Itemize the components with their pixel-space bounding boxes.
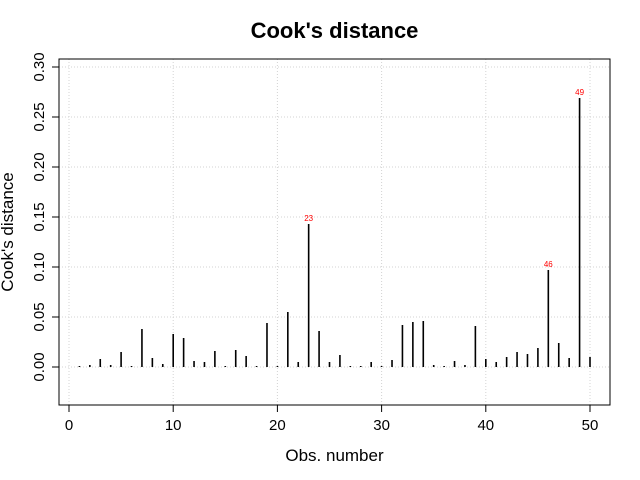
x-axis: 0 10 20 30 40 50	[65, 404, 599, 434]
bars	[78, 98, 591, 367]
y-tick-label: 0.10	[31, 252, 48, 281]
point-label-46: 46	[544, 260, 553, 269]
y-tick-label: 0.05	[31, 302, 48, 331]
x-tick-label: 0	[65, 417, 73, 434]
y-axis: 0.00 0.05 0.10 0.15 0.20 0.25 0.30	[31, 52, 60, 382]
y-tick-label: 0.25	[31, 102, 48, 131]
y-tick-label: 0.15	[31, 202, 48, 231]
point-labels: 23 46 49	[304, 88, 584, 269]
y-axis-label: Cook's distance	[0, 172, 17, 291]
x-axis-label: Obs. number	[285, 446, 384, 465]
point-label-23: 23	[304, 214, 313, 223]
chart-title: Cook's distance	[251, 18, 419, 43]
x-tick-label: 50	[582, 417, 599, 434]
x-tick-label: 30	[373, 417, 390, 434]
x-tick-label: 10	[165, 417, 182, 434]
y-tick-label: 0.20	[31, 152, 48, 181]
y-tick-label: 0.30	[31, 52, 48, 81]
y-tick-label: 0.00	[31, 352, 48, 381]
x-tick-label: 20	[269, 417, 286, 434]
x-tick-label: 40	[477, 417, 494, 434]
point-label-49: 49	[575, 88, 584, 97]
